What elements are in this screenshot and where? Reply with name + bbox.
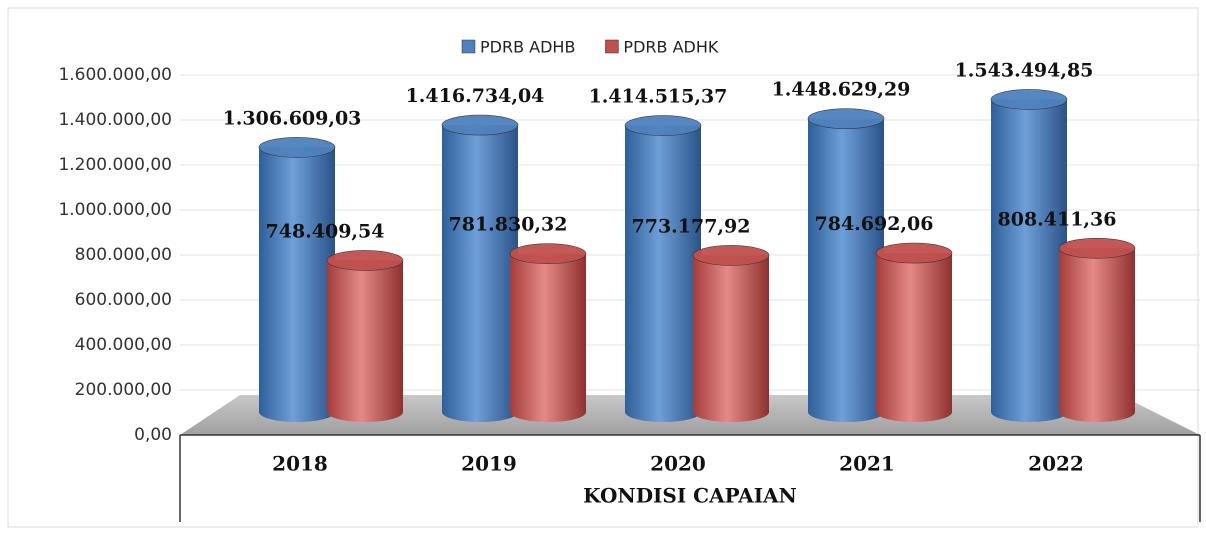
legend-label: PDRB ADHK [623, 38, 718, 57]
bar-bottom [625, 402, 701, 422]
bar-body [327, 260, 403, 412]
bar-body [876, 253, 952, 412]
data-label: 784.692,06 [815, 213, 934, 235]
data-label: 808.411,36 [998, 208, 1117, 230]
bar-top [875, 242, 953, 264]
bar-bottom [259, 402, 335, 422]
legend-swatch [605, 39, 619, 54]
bar [441, 114, 519, 422]
bar-top [990, 89, 1068, 110]
bar-bottom [808, 402, 884, 422]
x-axis-title: KONDISI CAPAIAN [583, 484, 797, 508]
data-label: 748.409,54 [266, 220, 385, 242]
bar-bottom [876, 402, 952, 422]
x-tick-label: 2022 [1028, 452, 1084, 476]
x-tick-label: 2019 [461, 452, 517, 476]
bar-bottom [442, 402, 518, 422]
legend-swatch [461, 39, 476, 54]
bar [509, 243, 587, 422]
data-label: 781.830,32 [449, 214, 568, 236]
bar [875, 242, 953, 422]
bar [326, 250, 404, 422]
bar-bottom [693, 402, 769, 422]
legend-label: PDRB ADHB [480, 38, 575, 57]
y-tick-label: 1.200.000,00 [58, 155, 172, 175]
bar-top [258, 137, 336, 158]
bar-bottom [1059, 402, 1135, 422]
y-tick-label: 1.600.000,00 [58, 65, 172, 85]
data-label: 1.543.494,85 [955, 59, 1094, 81]
y-tick-label: 0,00 [134, 425, 172, 445]
bar-body [808, 118, 884, 413]
x-tick-label: 2018 [272, 452, 328, 476]
data-label: 1.416.734,04 [406, 85, 545, 107]
x-tick-label: 2021 [839, 452, 895, 476]
bar-body [991, 99, 1067, 412]
bar-top [326, 250, 404, 271]
y-tick-label: 800.000,00 [75, 245, 172, 265]
bar-body [1059, 248, 1135, 412]
bar-bottom [327, 402, 403, 422]
bar-top [624, 115, 702, 136]
y-tick-label: 200.000,00 [75, 380, 172, 400]
bar-top [692, 245, 770, 266]
bar-top [807, 108, 885, 129]
data-label: 773.177,92 [632, 215, 751, 237]
bar-top [441, 114, 519, 136]
bar-body [442, 125, 518, 412]
data-label: 1.414.515,37 [589, 86, 728, 108]
data-label: 1.306.609,03 [223, 107, 362, 129]
x-tick-label: 2020 [650, 452, 706, 476]
bar [1058, 237, 1136, 422]
y-tick-label: 1.400.000,00 [58, 110, 172, 130]
bar-body [510, 253, 586, 412]
bar-bottom [510, 402, 586, 422]
bar-top [1058, 237, 1136, 259]
bar-top [509, 243, 587, 264]
bar [990, 89, 1068, 422]
y-tick-label: 400.000,00 [75, 335, 172, 355]
y-tick-label: 1.000.000,00 [58, 200, 172, 220]
bar [692, 245, 770, 422]
bar-bottom [991, 402, 1067, 422]
bar [624, 115, 702, 422]
bar-body [625, 125, 701, 412]
y-tick-label: 600.000,00 [75, 290, 172, 310]
bar-body [693, 255, 769, 412]
data-label: 1.448.629,29 [772, 79, 911, 101]
bar-body [259, 147, 335, 412]
bar [807, 108, 885, 422]
bar [258, 137, 336, 422]
